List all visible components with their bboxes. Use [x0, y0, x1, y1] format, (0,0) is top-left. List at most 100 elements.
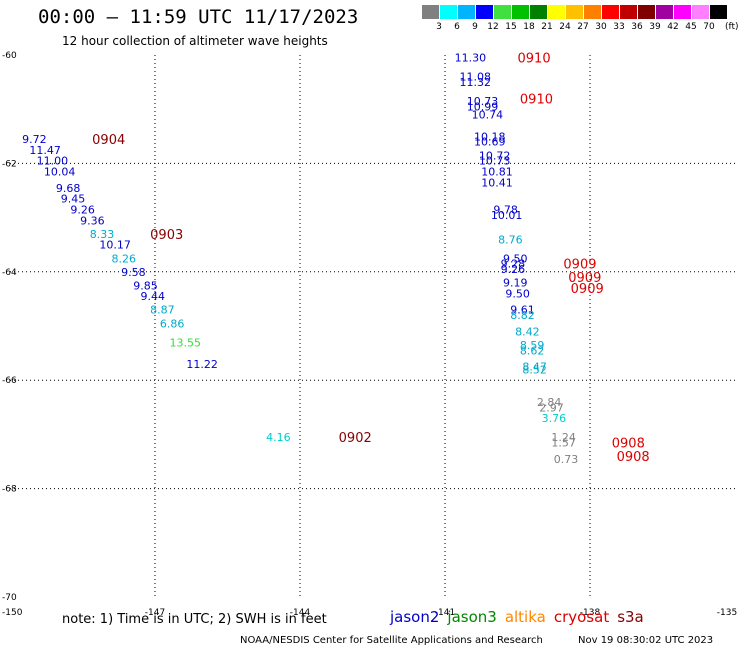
- time-annotation: 0908: [617, 450, 650, 465]
- scale-label: 45: [685, 22, 697, 32]
- scale-swatch: [602, 5, 619, 19]
- scale-swatch: [494, 5, 511, 19]
- scale-swatch: [422, 5, 439, 19]
- data-point: 8.47: [522, 361, 547, 374]
- data-point: 10.74: [472, 109, 504, 122]
- scale-label: 18: [523, 22, 535, 32]
- data-point: 1.24: [551, 431, 576, 444]
- time-annotation: 0908: [612, 437, 645, 452]
- data-point: 10.04: [44, 166, 75, 179]
- time-annotation: 0910: [520, 92, 553, 107]
- data-point: 8.82: [510, 309, 535, 322]
- scale-label: 36: [631, 22, 643, 32]
- satellite-cryosat: cryosat: [553, 608, 610, 626]
- y-tick-label: -70: [2, 593, 17, 603]
- satellite-jason3: jason3: [447, 608, 497, 626]
- scale-swatch: [638, 5, 655, 19]
- data-point: 9.26: [70, 203, 95, 216]
- data-point: 10.41: [481, 176, 513, 189]
- data-point: 10.99: [467, 100, 499, 113]
- credit-text: NOAA/NESDIS Center for Satellite Applica…: [240, 635, 543, 646]
- scale-label: 30: [595, 22, 607, 32]
- scale-swatch: [458, 5, 475, 19]
- time-annotation: 0909: [568, 271, 601, 286]
- time-annotation: 0902: [339, 431, 372, 446]
- chart-title: 00:00 – 11:59 UTC 11/17/2023: [38, 6, 359, 28]
- data-point: 9.50: [505, 287, 529, 300]
- x-tick-label: -135: [717, 608, 737, 618]
- data-point: 9.72: [22, 133, 47, 146]
- scale-label: 3: [436, 22, 442, 32]
- scale-swatch: [530, 5, 547, 19]
- data-point: 0.73: [554, 453, 579, 466]
- scale-swatch: [674, 5, 691, 19]
- time-annotation: 0909: [563, 258, 596, 273]
- scale-swatch: [548, 5, 565, 19]
- scale-swatch: [440, 5, 457, 19]
- data-point: 8.33: [90, 228, 115, 241]
- scale-label: 33: [613, 22, 625, 32]
- data-point: 10.81: [481, 166, 513, 179]
- data-point: 13.55: [170, 336, 202, 349]
- data-point: 9.78: [493, 203, 518, 216]
- time-annotation: 0910: [518, 52, 551, 67]
- x-tick-label: -141: [435, 608, 455, 618]
- data-point: 2.84: [537, 396, 562, 409]
- scale-label: 39: [649, 22, 661, 32]
- data-point: 9.50: [503, 252, 528, 265]
- scale-unit: (ft): [725, 22, 739, 32]
- scale-swatch: [476, 5, 493, 19]
- data-point: 1.57: [551, 437, 576, 450]
- scale-swatch: [620, 5, 637, 19]
- x-tick-label: -144: [290, 608, 311, 618]
- data-point: 9.85: [133, 279, 158, 292]
- data-point: 3.76: [542, 412, 567, 425]
- scale-label: 24: [559, 22, 571, 32]
- data-point: 8.42: [515, 325, 540, 338]
- scale-label: 21: [541, 22, 553, 32]
- data-point: 6.86: [160, 317, 185, 330]
- data-point: 9.68: [56, 182, 81, 195]
- data-point: 8.52: [522, 363, 547, 376]
- satellite-jason2: jason2: [390, 608, 440, 626]
- satellite-s3a: s3a: [617, 608, 644, 626]
- data-point: 10.73: [467, 95, 499, 108]
- generated-timestamp: Nov 19 08:30:02 UTC 2023: [578, 635, 714, 646]
- scale-swatch: [710, 5, 727, 19]
- y-tick-label: -68: [2, 485, 17, 495]
- chart-subtitle: 12 hour collection of altimeter wave hei…: [62, 34, 328, 48]
- satellite-altika: altika: [504, 608, 546, 626]
- data-point: 11.22: [186, 358, 218, 371]
- data-point: 8.59: [520, 339, 545, 352]
- y-tick-label: -64: [2, 268, 17, 278]
- data-point: 9.44: [141, 290, 166, 303]
- data-point: 10.73: [479, 155, 511, 168]
- scale-label: 12: [487, 22, 499, 32]
- satellite-legend: jason2 jason3 altika cryosat s3a: [390, 608, 652, 626]
- data-point: 11.08: [460, 71, 492, 84]
- data-point: 8.76: [498, 233, 522, 246]
- x-tick-label: -150: [2, 608, 23, 618]
- y-tick-label: -60: [2, 51, 17, 61]
- data-point: 10.69: [474, 136, 506, 149]
- data-point: 9.36: [80, 214, 105, 227]
- data-point: 9.45: [61, 193, 86, 206]
- time-annotation: 0903: [150, 228, 183, 243]
- data-point: 8.62: [520, 344, 545, 357]
- scale-swatch: [512, 5, 529, 19]
- data-point: 11.30: [455, 52, 487, 65]
- scale-swatch: [584, 5, 601, 19]
- footer-note: note: 1) Time is in UTC; 2) SWH is in fe…: [62, 612, 327, 627]
- scale-swatch: [692, 5, 709, 19]
- scale-swatch: [566, 5, 583, 19]
- x-tick-label: -138: [580, 608, 601, 618]
- data-point: 9.19: [503, 277, 528, 290]
- data-point: 9.58: [121, 266, 145, 279]
- data-point: 11.32: [460, 76, 492, 89]
- data-point: 8.87: [150, 304, 175, 317]
- data-point: 10.18: [474, 130, 506, 143]
- scale-label: 6: [454, 22, 460, 32]
- data-point: 11.47: [29, 144, 61, 157]
- scale-label: 27: [577, 22, 589, 32]
